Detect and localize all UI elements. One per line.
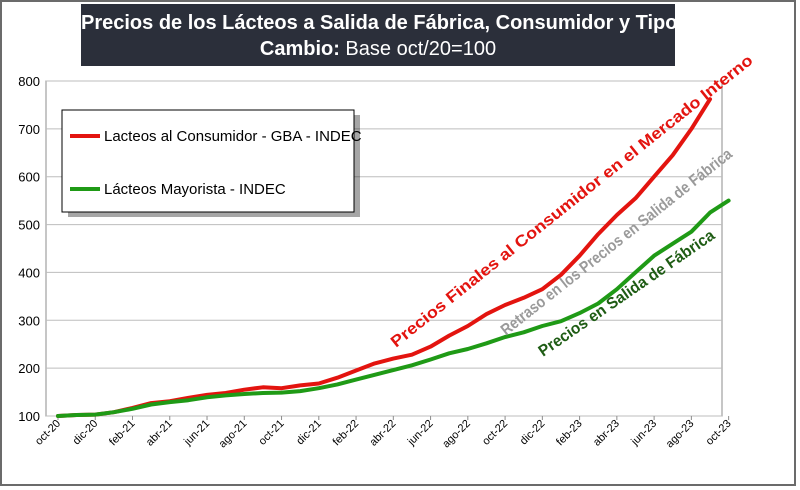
y-tick-label-500: 500 (18, 218, 40, 233)
x-tick-label-dic-21: dic-21 (294, 418, 324, 448)
y-tick-label-800: 800 (18, 74, 40, 89)
x-tick-label-ago-22: ago-22 (440, 418, 473, 451)
x-tick-label-abr-22: abr-22 (367, 418, 398, 449)
legend-label-wholesale: Lácteos Mayorista - INDEC (104, 181, 286, 198)
x-tick-label-dic-22: dic-22 (518, 418, 548, 448)
y-tick-label-100: 100 (18, 409, 40, 424)
legend: Lacteos al Consumidor - GBA - INDEC Láct… (62, 110, 362, 217)
y-tick-label-700: 700 (18, 122, 40, 137)
x-tick-label-abr-23: abr-23 (591, 418, 622, 449)
x-tick-label-feb-21: feb-21 (107, 418, 138, 449)
y-tick-label-600: 600 (18, 170, 40, 185)
x-tick-label-feb-23: feb-23 (554, 418, 585, 449)
x-axis: oct-20 dic-20 feb-21 abr-21 jun-21 ago-21 oct-… (33, 416, 734, 450)
x-tick-label-oct-21: oct-21 (257, 418, 287, 448)
x-tick-label-oct-23: oct-23 (704, 418, 734, 448)
y-axis: 100 200 300 400 500 600 700 800 (18, 74, 40, 424)
x-tick-label-jun-22: jun-22 (405, 418, 436, 449)
x-tick-label-ago-23: ago-23 (664, 418, 697, 451)
legend-label-consumer: Lacteos al Consumidor - GBA - INDEC (104, 128, 362, 145)
x-tick-label-oct-22: oct-22 (480, 418, 510, 448)
y-tick-label-300: 300 (18, 313, 40, 328)
x-tick-label-jun-21: jun-21 (181, 418, 212, 449)
y-tick-label-400: 400 (18, 265, 40, 280)
x-tick-label-jun-23: jun-23 (628, 418, 659, 449)
x-tick-label-dic-20: dic-20 (71, 418, 101, 448)
y-tick-label-200: 200 (18, 361, 40, 376)
x-tick-label-abr-21: abr-21 (144, 418, 175, 449)
line-chart: 100 200 300 400 500 600 700 800 oct-20 dic-20 feb… (0, 0, 800, 490)
x-tick-label-ago-21: ago-21 (217, 418, 250, 451)
x-tick-label-feb-22: feb-22 (331, 418, 362, 449)
